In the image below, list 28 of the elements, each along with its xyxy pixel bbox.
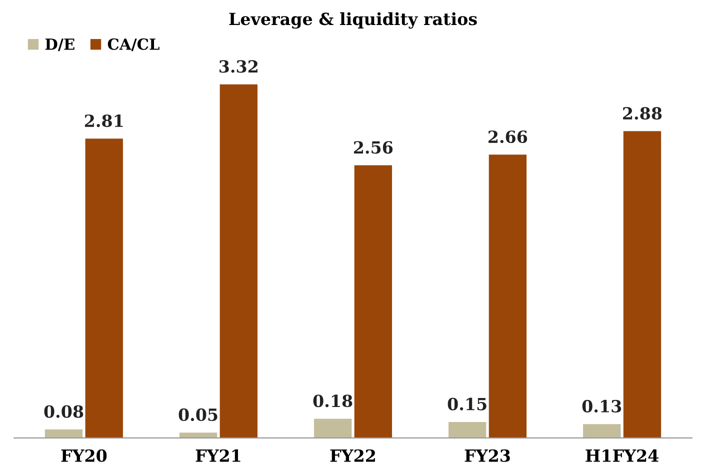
chart-title: Leverage & liquidity ratios <box>229 12 477 29</box>
data-label: 0.15 <box>448 398 486 410</box>
data-label: 0.08 <box>44 405 84 418</box>
data-label: 2.88 <box>623 107 662 120</box>
bar <box>583 424 621 438</box>
data-label: 3.32 <box>220 60 258 73</box>
bar <box>85 138 123 438</box>
legend-label: CA/CL <box>108 38 160 52</box>
bar <box>314 418 352 438</box>
bar <box>623 131 662 438</box>
x-tick-label: FY21 <box>196 449 240 462</box>
x-tick-label: H1FY24 <box>586 449 659 462</box>
data-label: 0.13 <box>582 400 622 413</box>
bar <box>354 165 392 438</box>
bar <box>448 422 486 438</box>
bar <box>44 429 83 438</box>
data-label: 0.18 <box>313 394 352 408</box>
bar <box>220 84 258 438</box>
data-label: 0.05 <box>178 408 218 422</box>
data-label: 2.56 <box>354 141 393 154</box>
bar <box>179 432 218 438</box>
data-label: 2.66 <box>488 130 528 144</box>
data-label: 2.81 <box>84 114 123 128</box>
x-tick-label: FY22 <box>330 449 375 462</box>
x-tick-label: FY20 <box>61 449 107 462</box>
x-tick-label: FY23 <box>464 449 510 462</box>
legend-label: D/E <box>45 38 74 52</box>
bar <box>488 154 527 438</box>
